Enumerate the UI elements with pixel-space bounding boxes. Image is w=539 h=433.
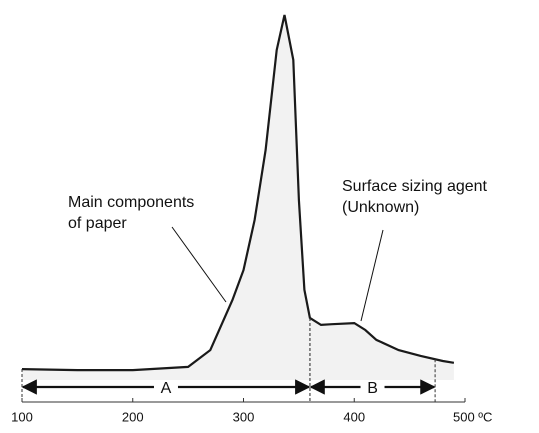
leader-line: [171, 226, 227, 303]
annotation: Surface sizing agent: [342, 178, 488, 195]
leader-line: [360, 229, 384, 322]
range-label: B: [367, 380, 378, 397]
x-tick-label: 500 ºC: [453, 409, 492, 424]
area: [22, 15, 454, 380]
x-tick-label: 200: [122, 409, 144, 424]
line: [21, 14, 455, 372]
range-label: A: [161, 380, 172, 397]
x-tick-label: 300: [233, 409, 255, 424]
annotation: of paper: [68, 215, 127, 232]
x-tick-label: 100: [11, 409, 33, 424]
annotation: Main components: [68, 194, 194, 211]
annotation: (Unknown): [342, 199, 419, 216]
x-tick-label: 400: [343, 409, 365, 424]
